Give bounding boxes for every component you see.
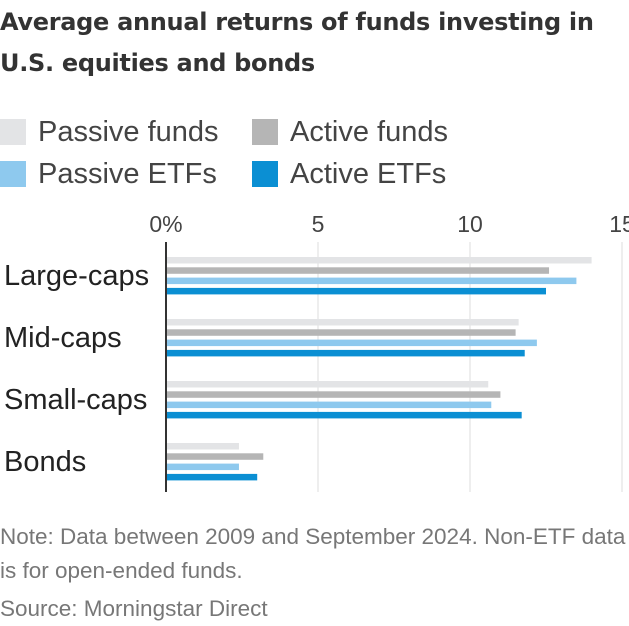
chart-source: Source: Morningstar Direct xyxy=(0,596,268,621)
legend-item-active-etfs: Active ETFs xyxy=(252,154,446,194)
category-label: Mid-caps xyxy=(4,322,122,354)
legend-label-passive-funds: Passive funds xyxy=(38,115,219,148)
bar xyxy=(166,257,592,264)
bar xyxy=(166,381,489,388)
legend-label-active-etfs: Active ETFs xyxy=(290,157,447,190)
bar xyxy=(166,349,525,357)
bar xyxy=(166,267,550,274)
legend-swatch-active-etfs xyxy=(252,161,278,187)
chart-title: Average annual returns of funds investin… xyxy=(0,8,594,77)
bar xyxy=(166,329,516,336)
bar xyxy=(166,287,546,295)
chart-note: Note: Data between 2009 and September 20… xyxy=(0,524,626,583)
x-tick-label: 0% xyxy=(149,211,182,237)
bar xyxy=(166,319,519,326)
x-tick-label: 10 xyxy=(457,211,483,237)
category-label: Bonds xyxy=(4,446,86,478)
bar xyxy=(166,411,522,419)
bar xyxy=(166,453,264,460)
bar xyxy=(166,391,501,398)
bar xyxy=(166,401,492,409)
x-tick-label: 5 xyxy=(312,211,325,237)
legend-swatch-passive-funds xyxy=(0,119,26,145)
bar xyxy=(166,277,577,285)
legend: Passive funds Active funds Passive ETFs … xyxy=(0,112,629,192)
category-label: Small-caps xyxy=(4,384,147,416)
x-tick-label: 15 xyxy=(609,211,629,237)
bar xyxy=(166,443,239,450)
legend-item-passive-etfs: Passive ETFs xyxy=(0,154,217,194)
category-label: Large-caps xyxy=(4,260,149,292)
bar xyxy=(166,339,537,347)
bar xyxy=(166,473,258,481)
legend-swatch-active-funds xyxy=(252,119,278,145)
bar xyxy=(166,463,239,471)
legend-swatch-passive-etfs xyxy=(0,161,26,187)
legend-item-passive-funds: Passive funds xyxy=(0,112,219,152)
bar-chart: 0% 5 10 15 Large-caps Mid-caps Small-caps Bonds xyxy=(4,211,629,492)
legend-label-passive-etfs: Passive ETFs xyxy=(38,157,217,190)
legend-item-active-funds: Active funds xyxy=(252,112,448,152)
legend-label-active-funds: Active funds xyxy=(290,115,448,148)
